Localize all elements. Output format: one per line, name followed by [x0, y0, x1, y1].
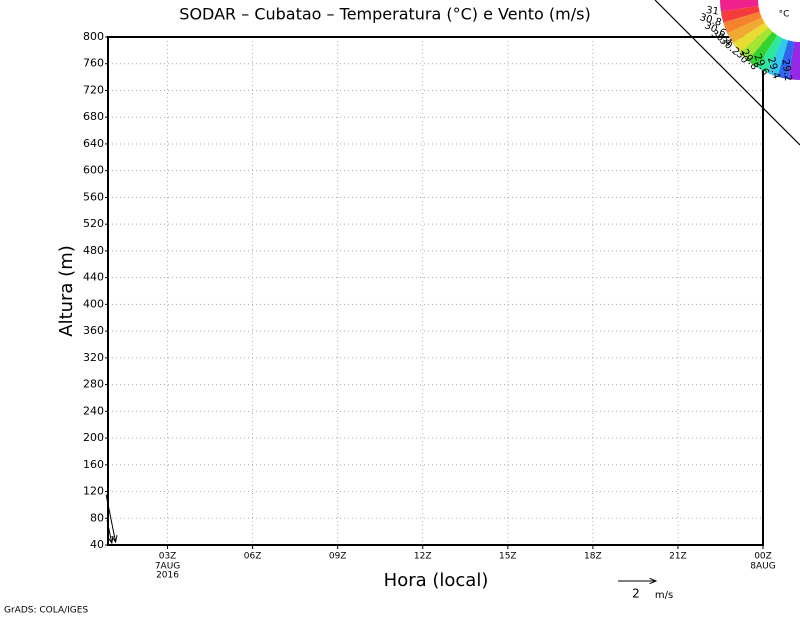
- y-tick-label: 600: [83, 164, 104, 177]
- y-tick-label: 320: [83, 351, 104, 364]
- reference-unit: m/s: [655, 590, 673, 601]
- x-tick-label: 03Z: [159, 552, 177, 562]
- plot-frame: [107, 36, 764, 546]
- legend-swatch: [732, 22, 769, 53]
- x-tick-label: 18Z: [584, 552, 602, 562]
- y-tick-label: 800: [83, 30, 104, 43]
- x-tick-label: 21Z: [669, 552, 687, 562]
- legend-swatch: [747, 31, 778, 68]
- footer: GrADS: COLA/IGES: [4, 606, 88, 616]
- legend-swatch: [756, 35, 783, 73]
- x-tick-sublabel: 2016: [156, 571, 179, 581]
- legend-swatch: [788, 41, 800, 80]
- x-tick-label: 12Z: [414, 552, 432, 562]
- legend-swatch: [777, 40, 795, 80]
- y-tick-label: 360: [83, 324, 104, 337]
- y-tick-label: 760: [83, 57, 104, 70]
- x-tick-label: 09Z: [329, 552, 347, 562]
- wind-vector: [106, 520, 114, 545]
- y-tick-label: 640: [83, 137, 104, 150]
- y-tick-label: 160: [83, 458, 104, 471]
- y-tick-label: 240: [83, 404, 104, 417]
- y-tick-label: 400: [83, 297, 104, 310]
- x-tick-label: 06Z: [244, 552, 262, 562]
- reference-value: 2: [632, 587, 640, 601]
- legend-swatch: [720, 0, 759, 12]
- reference-arrow: [618, 577, 658, 585]
- legend-divider: [654, 0, 800, 146]
- y-tick-label: 200: [83, 431, 104, 444]
- x-axis-label: Hora (local): [384, 570, 489, 591]
- x-tick-label: 15Z: [499, 552, 517, 562]
- legend-unit: °C: [779, 10, 790, 20]
- chart-title: SODAR – Cubatao – Temperatura (°C) e Ven…: [179, 5, 590, 24]
- y-tick-label: 560: [83, 190, 104, 203]
- legend-swatch: [766, 38, 789, 77]
- legend-swatch: [720, 5, 760, 23]
- legend-swatch: [723, 11, 762, 34]
- y-tick-label: 80: [90, 511, 104, 524]
- x-tick-label: 00Z: [754, 552, 772, 562]
- legend-swatch: [739, 27, 773, 61]
- y-tick-label: 680: [83, 110, 104, 123]
- y-tick-label: 720: [83, 83, 104, 96]
- x-tick-sublabel: 8AUG: [750, 562, 775, 572]
- x-tick-sublabel: 7AUG: [155, 562, 180, 572]
- legend-label: 29.2: [779, 58, 793, 82]
- y-axis-label: Altura (m): [56, 245, 77, 337]
- y-tick-label: 40: [90, 538, 104, 551]
- y-tick-label: 440: [83, 271, 104, 284]
- y-tick-label: 520: [83, 217, 104, 230]
- legend-label: 31: [705, 5, 719, 18]
- y-tick-label: 120: [83, 485, 104, 498]
- y-tick-label: 480: [83, 244, 104, 257]
- y-tick-label: 280: [83, 378, 104, 391]
- legend-swatch: [727, 17, 765, 44]
